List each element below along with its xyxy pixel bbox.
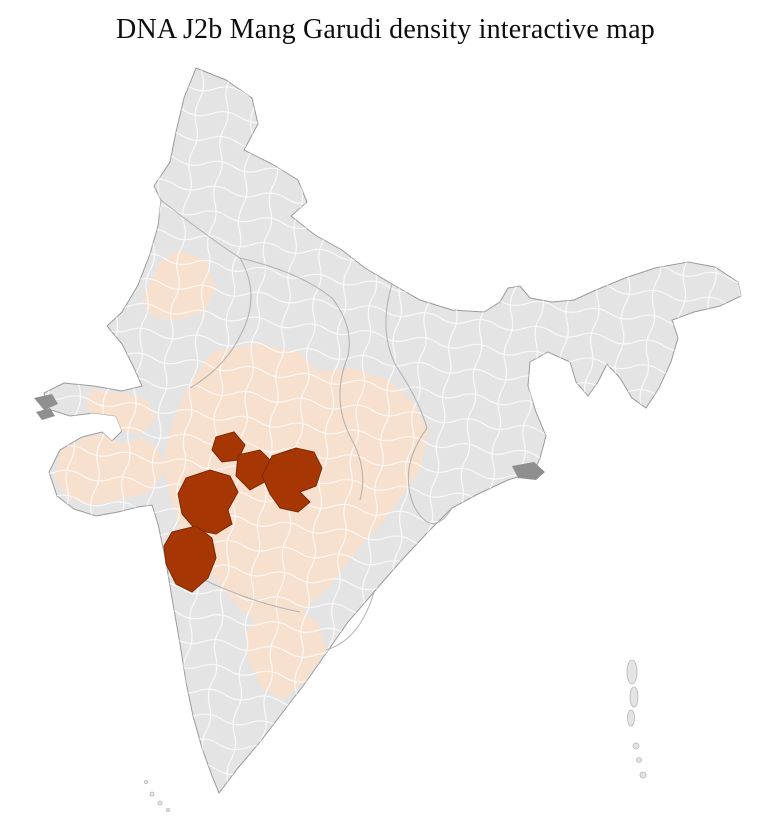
lakshadweep-islands (144, 780, 170, 812)
density-high-district-4[interactable] (177, 469, 239, 535)
density-high-cluster (163, 431, 323, 593)
andaman-nicobar-islands (626, 659, 647, 779)
density-high-district-5[interactable] (163, 525, 217, 593)
page-title: DNA J2b Mang Garudi density interactive … (116, 14, 655, 45)
sundarbans-shade (512, 462, 545, 480)
marsh-shading (34, 394, 545, 480)
district-boundaries-overlay (44, 68, 741, 793)
density-high-district-3[interactable] (261, 447, 323, 513)
state-borders (160, 199, 453, 651)
